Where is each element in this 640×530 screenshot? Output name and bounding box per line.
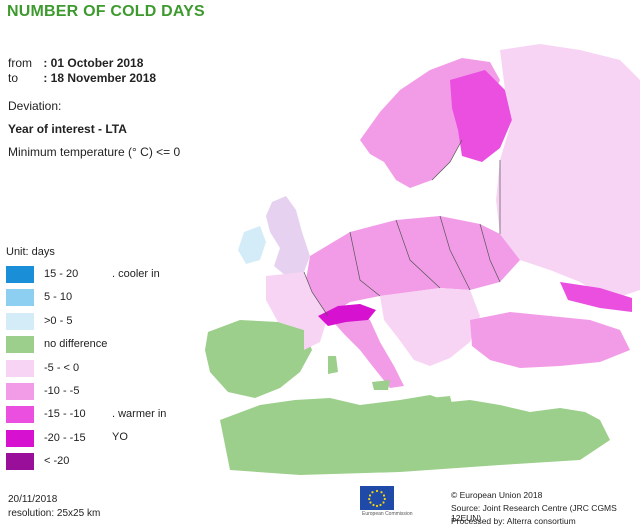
- legend-label: < -20: [44, 455, 70, 468]
- footer-processed: Processed by: Alterra consortium: [451, 516, 576, 526]
- europe-map: [200, 20, 640, 490]
- legend-swatch: [6, 289, 34, 307]
- eu-flag-icon: [360, 486, 394, 510]
- legend-label: >0 - 5: [44, 314, 73, 327]
- legend-item: no difference: [6, 334, 107, 357]
- legend-swatch: [6, 406, 34, 424]
- finland: [450, 70, 512, 162]
- legend-swatch: [6, 382, 34, 400]
- legend-swatch: [6, 266, 34, 283]
- legend-label: -20 - -15: [44, 431, 86, 444]
- legend-item: >0 - 5: [6, 311, 72, 334]
- to-label: to: [8, 71, 19, 85]
- balkans: [380, 288, 480, 366]
- legend-swatch: [6, 429, 34, 447]
- legend-items: 15 - 20 5 - 10 >0 - 5 no difference -5 - < 0…: [6, 264, 107, 475]
- ireland: [238, 226, 266, 264]
- to-value: : 18 November 2018: [43, 71, 157, 85]
- legend-label: 15 - 20: [44, 268, 79, 280]
- legend-note-you: YO: [112, 431, 128, 443]
- legend-label: no difference: [44, 338, 108, 351]
- footer-resolution: resolution: 25x25 km: [8, 508, 101, 519]
- north-africa: [220, 395, 610, 475]
- legend-swatch: [6, 453, 34, 471]
- footer-copyright: © European Union 2018: [451, 490, 543, 500]
- legend-label: -10 - -5: [44, 384, 80, 397]
- legend-unit: Unit: days: [6, 246, 55, 258]
- sicily: [372, 380, 390, 390]
- legend-item: 5 - 10: [6, 287, 72, 310]
- period-to: to : 18 November 2018: [8, 71, 156, 85]
- legend-swatch: [6, 336, 34, 354]
- legend-swatch: [6, 359, 34, 377]
- legend-item: -20 - -15: [6, 428, 86, 451]
- legend-label: -5 - < 0: [44, 361, 80, 374]
- legend-label: 5 - 10: [44, 291, 73, 304]
- russia-east: [496, 44, 640, 300]
- legend-item: -5 - < 0: [6, 358, 79, 381]
- map-title: NUMBER OF COLD DAYS: [7, 3, 205, 20]
- period-from: from : 01 October 2018: [8, 56, 143, 70]
- deviation-label: Deviation:: [8, 99, 62, 113]
- legend-note-warm: . warmer in: [112, 408, 167, 420]
- legend-item: < -20: [6, 451, 69, 474]
- turkey: [470, 312, 630, 368]
- great-britain: [266, 196, 310, 276]
- legend-item: -15 - -10: [6, 404, 86, 427]
- greece-islands: [430, 396, 452, 406]
- alps: [318, 304, 376, 326]
- from-label: from: [8, 56, 32, 70]
- caucasus: [560, 282, 632, 312]
- central-europe: [304, 216, 520, 316]
- legend: Unit: days 15 - 20 5 - 10 >0 - 5 no differe…: [6, 246, 107, 475]
- borders: [303, 139, 501, 317]
- italy: [328, 310, 404, 388]
- legend-swatch: [6, 312, 34, 330]
- france: [266, 272, 328, 350]
- legend-item: -10 - -5: [6, 381, 79, 404]
- eu-logo: European Commission: [360, 486, 413, 520]
- min-temp-label: Minimum temperature (° C) <= 0: [8, 145, 181, 159]
- legend-note-cool: . cooler in: [112, 268, 160, 280]
- map-svg: [205, 44, 640, 475]
- footer-date: 20/11/2018: [8, 494, 58, 505]
- iceland-sardinia: [328, 356, 338, 374]
- year-of-interest: Year of interest - LTA: [8, 122, 127, 136]
- from-value: : 01 October 2018: [43, 56, 144, 70]
- eu-caption: European Commission: [362, 511, 413, 517]
- legend-item: 15 - 20: [6, 264, 78, 287]
- iberia: [205, 320, 312, 398]
- legend-label: -15 - -10: [44, 408, 86, 421]
- footer-source: Source: Joint Research Centre (JRC CGMS …: [451, 503, 617, 523]
